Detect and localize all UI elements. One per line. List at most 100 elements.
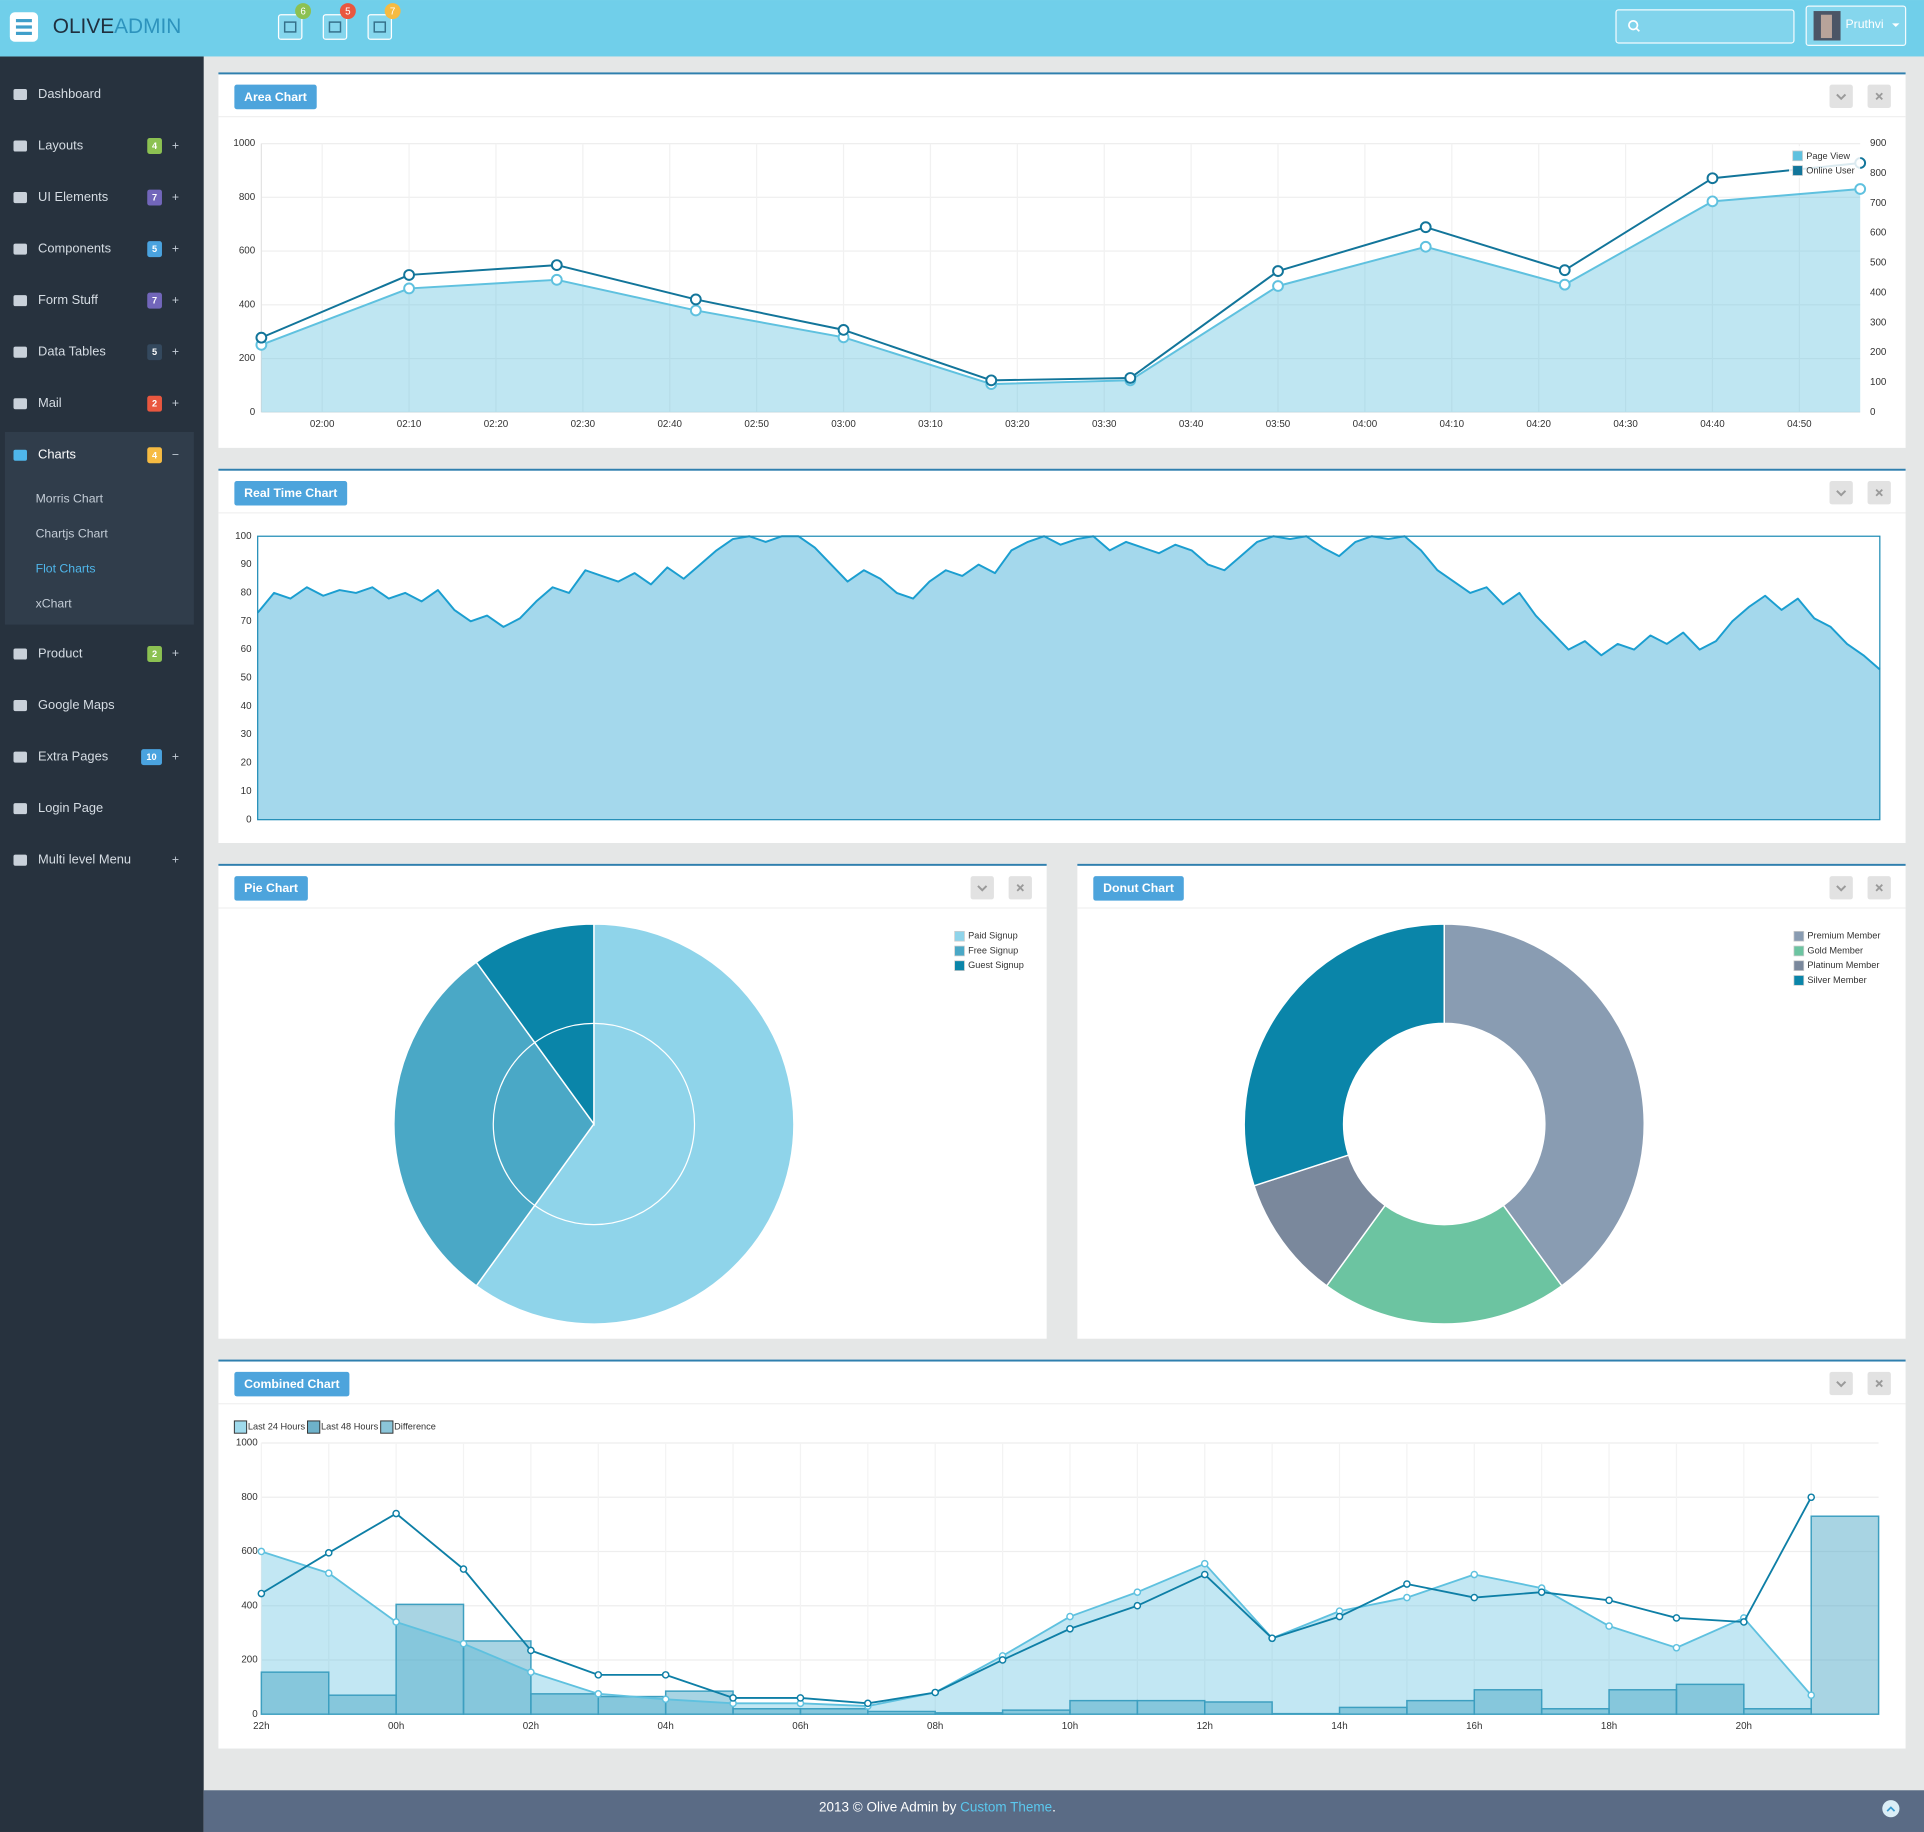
y-tick-label: 50 — [241, 673, 252, 684]
menu-label[interactable]: Product — [38, 645, 83, 660]
close-icon — [1875, 488, 1883, 497]
notification-icon[interactable] — [277, 14, 303, 40]
notification-glyph — [373, 21, 387, 33]
panel-title-badge — [234, 876, 308, 901]
slice — [475, 923, 595, 1127]
y-tick-label: 200 — [241, 1655, 258, 1666]
data-point — [1272, 265, 1284, 277]
submenu-label[interactable]: Chartjs Chart — [36, 527, 109, 541]
search-box[interactable] — [1615, 9, 1795, 44]
y2-tick-label: 200 — [1870, 347, 1887, 358]
x-tick-label: 04:50 — [1787, 419, 1812, 430]
data-point — [998, 1656, 1007, 1664]
y2-tick-label: 800 — [1870, 168, 1887, 179]
bar — [1675, 1683, 1745, 1715]
menu-label[interactable]: Layouts — [38, 137, 83, 152]
legend-label: Premium Member — [1807, 931, 1880, 941]
data-point — [1335, 1612, 1344, 1621]
y2-tick-label: 500 — [1870, 258, 1887, 269]
data-point — [1133, 1588, 1142, 1596]
collapse-button[interactable] — [1829, 481, 1853, 505]
notification-icon[interactable] — [367, 14, 393, 40]
menu-icon — [13, 346, 27, 358]
menu-label[interactable]: Mail — [38, 395, 62, 410]
bar — [1204, 1701, 1273, 1715]
bar — [732, 1708, 802, 1715]
data-point — [1268, 1634, 1276, 1643]
panel-title: Combined Chart — [244, 1377, 339, 1391]
data-point — [550, 273, 563, 286]
x-tick-label: 14h — [1331, 1721, 1347, 1732]
data-point — [796, 1694, 805, 1702]
menu-label[interactable]: Multi level Menu — [38, 852, 131, 867]
menu-badge-count: 2 — [152, 649, 157, 659]
menu-toggle: + — [172, 749, 179, 763]
scroll-top-button[interactable] — [1882, 1800, 1900, 1818]
menu-label[interactable]: Extra Pages — [38, 749, 108, 764]
panel-top-border — [218, 72, 1906, 75]
y2-tick-label: 900 — [1870, 138, 1887, 149]
x-tick-label: 10h — [1062, 1721, 1078, 1732]
close-icon — [1875, 92, 1883, 101]
collapse-button[interactable] — [1829, 876, 1853, 900]
x-tick-label: 04:20 — [1526, 419, 1551, 430]
menu-label[interactable]: Data Tables — [38, 344, 106, 359]
menu-badge-count: 10 — [146, 752, 156, 762]
bar — [1136, 1699, 1206, 1715]
menu-label[interactable]: Components — [38, 241, 111, 256]
panel-title-badge — [234, 84, 317, 110]
data-point — [1537, 1588, 1546, 1596]
panel — [218, 72, 1906, 448]
submenu-label[interactable]: Morris Chart — [36, 492, 104, 506]
data-point — [594, 1690, 603, 1698]
series-line — [256, 535, 1881, 671]
y-tick-label: 0 — [246, 814, 252, 825]
notification-badge — [295, 3, 312, 20]
x-tick-label: 03:30 — [1092, 419, 1117, 430]
logo-primary: OLIVE — [53, 15, 114, 38]
x-tick-label: 03:20 — [1005, 419, 1030, 430]
panel-title-badge — [234, 1371, 350, 1397]
menu-label[interactable]: Charts — [38, 447, 76, 462]
collapse-button[interactable] — [1829, 84, 1853, 108]
y2-tick-label: 400 — [1870, 287, 1887, 298]
collapse-button[interactable] — [970, 876, 994, 900]
x-tick-label: 03:50 — [1266, 419, 1291, 430]
slice — [475, 923, 795, 1325]
data-point — [527, 1668, 535, 1676]
collapse-button[interactable] — [1829, 1371, 1853, 1396]
data-point — [550, 259, 563, 271]
slice — [1243, 923, 1445, 1187]
data-point — [1419, 221, 1432, 234]
x-tick-label: 04:30 — [1613, 419, 1638, 430]
menu-toggle: + — [172, 852, 179, 866]
bar — [1473, 1689, 1543, 1715]
menu-badge — [147, 447, 162, 464]
data-point — [1672, 1643, 1681, 1652]
menu-label[interactable]: Dashboard — [38, 86, 101, 101]
slice-ring — [492, 1022, 696, 1226]
menu-label[interactable]: Google Maps — [38, 697, 115, 712]
plot-frame — [257, 535, 1881, 821]
menu-label[interactable]: Login Page — [38, 800, 103, 815]
footer-text: 2013 © Olive Admin by Custom Theme. — [819, 1799, 1056, 1814]
notification-glyph — [283, 21, 297, 33]
y-tick-label: 400 — [241, 1600, 258, 1611]
submenu-label[interactable]: Flot Charts — [36, 562, 96, 576]
collapse-icon — [1836, 1380, 1847, 1388]
submenu-label[interactable]: xChart — [36, 597, 73, 611]
notification-count: 5 — [345, 6, 351, 17]
data-point — [1558, 278, 1571, 291]
area-fill — [261, 188, 1861, 413]
menu-icon — [13, 449, 27, 461]
data-point — [1605, 1622, 1613, 1630]
notification-icon[interactable] — [322, 14, 348, 40]
menu-label[interactable]: UI Elements — [38, 189, 108, 204]
menu-label[interactable]: Form Stuff — [38, 292, 98, 307]
data-point — [1672, 1614, 1681, 1622]
footer-link[interactable]: Custom Theme — [960, 1799, 1052, 1814]
collapse-icon — [1836, 885, 1847, 892]
data-point — [1807, 1691, 1816, 1700]
legend-swatch — [954, 930, 965, 942]
